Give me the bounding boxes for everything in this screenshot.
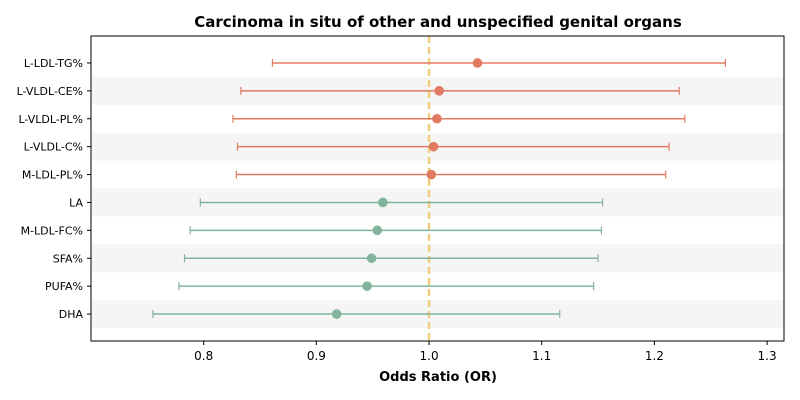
- x-axis-label: Odds Ratio (OR): [379, 370, 497, 385]
- or-point: [426, 169, 437, 180]
- or-point: [331, 309, 342, 319]
- or-point: [472, 58, 483, 68]
- x-tick-label: 1.2: [645, 349, 664, 363]
- or-point: [378, 197, 388, 208]
- y-tick-label: L-VLDL-CE%: [17, 85, 83, 98]
- x-tick-label: 1.3: [758, 349, 777, 363]
- x-axis: 0.8 0.9 1.0 1.1 1.2 1.3: [194, 341, 777, 363]
- confidence-intervals: [152, 58, 727, 319]
- or-point: [366, 253, 377, 264]
- odds-ratio-points: [331, 58, 483, 319]
- y-tick-label: SFA%: [53, 252, 83, 265]
- y-tick-label: M-LDL-FC%: [21, 224, 83, 237]
- y-axis: L-LDL-TG% L-VLDL-CE% L-VLDL-PL% L-VLDL-C% M-…: [17, 57, 91, 321]
- x-tick-label: 0.8: [194, 349, 213, 363]
- y-tick-label: DHA: [59, 308, 84, 321]
- or-point: [428, 141, 439, 152]
- y-tick-label: PUFA%: [45, 280, 83, 293]
- chart-title: Carcinoma in situ of other and unspecifi…: [194, 13, 682, 31]
- y-tick-label: M-LDL-PL%: [22, 169, 83, 182]
- x-tick-label: 1.1: [532, 349, 551, 363]
- or-point: [372, 225, 383, 236]
- x-tick-label: 0.9: [307, 349, 326, 363]
- plot-area-frame: [90, 35, 785, 342]
- or-point: [432, 113, 442, 124]
- y-tick-label: L-LDL-TG%: [24, 57, 83, 70]
- y-tick-label: L-VLDL-C%: [24, 141, 83, 154]
- or-point: [362, 281, 372, 291]
- x-tick-label: 1.0: [420, 349, 439, 363]
- or-point: [434, 86, 444, 96]
- y-tick-label: L-VLDL-PL%: [18, 113, 83, 126]
- y-tick-label: LA: [69, 196, 83, 209]
